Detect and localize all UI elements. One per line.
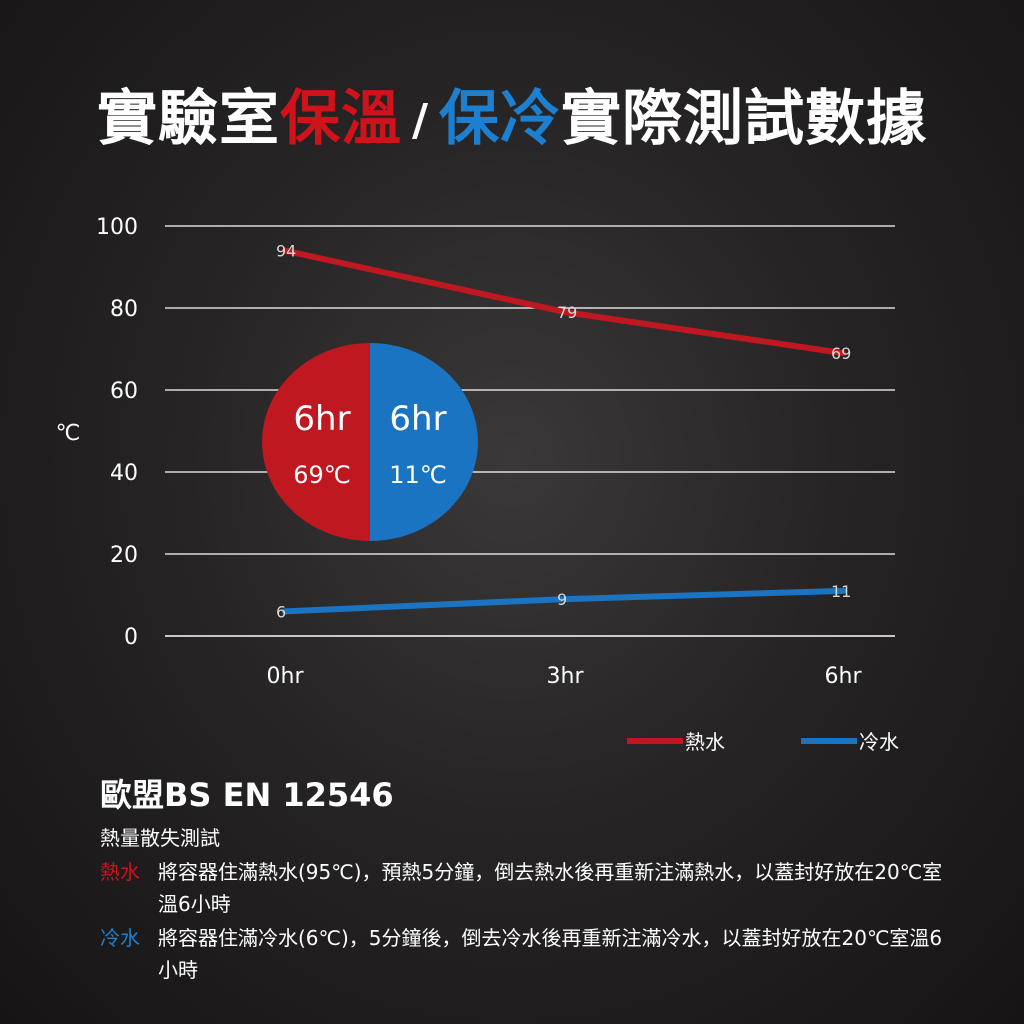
- data-label: 11: [831, 582, 851, 601]
- title-slash: /: [411, 95, 430, 146]
- badge-hot-time: 6hr: [293, 399, 350, 439]
- title-cold: 保冷: [439, 84, 562, 154]
- series-line-0: [282, 247, 846, 357]
- legend-cold: 冷水: [801, 726, 899, 755]
- x-tick-6hr: 6hr: [825, 664, 863, 689]
- legend-hot-label: 熱水: [685, 730, 725, 754]
- legend-cold-label: 冷水: [859, 730, 899, 754]
- note-hot: 熱水 將容器住滿熱水(95℃)，預熱5分鐘，倒去熱水後再重新注滿熱水，以蓋封好放…: [100, 856, 942, 920]
- x-tick-labels: 0hr 3hr 6hr: [267, 664, 863, 689]
- data-point: [282, 247, 288, 254]
- y-tick-40: 40: [110, 461, 138, 486]
- data-label: 79: [557, 303, 577, 322]
- data-point: [562, 596, 568, 603]
- note-cold-text: 將容器住滿冷水(6℃)，5分鐘後，倒去冷水後再重新注滿冷水，以蓋封好放在20℃室…: [158, 926, 943, 982]
- title-hot: 保溫: [279, 84, 402, 154]
- data-point: [840, 350, 846, 357]
- badge-hot-half: [262, 343, 370, 541]
- y-axis-label: ℃: [56, 421, 81, 446]
- y-tick-20: 20: [110, 543, 138, 568]
- page-title: 實驗室保溫 / 保冷實際測試數據: [0, 70, 1024, 157]
- y-tick-100: 100: [96, 215, 138, 240]
- y-tick-80: 80: [110, 297, 138, 322]
- data-label: 9: [557, 590, 567, 609]
- note-cold-label: 冷水: [100, 926, 140, 950]
- note-cold: 冷水 將容器住滿冷水(6℃)，5分鐘後，倒去冷水後再重新注滿冷水，以蓋封好放在2…: [100, 922, 942, 986]
- test-name: 熱量散失測試: [100, 826, 220, 850]
- data-point: [562, 309, 568, 316]
- note-hot-text: 將容器住滿熱水(95℃)，預熱5分鐘，倒去熱水後再重新注滿熱水，以蓋封好放在20…: [158, 860, 943, 916]
- data-label: 94: [276, 242, 296, 261]
- badge-cold-time: 6hr: [389, 399, 446, 439]
- x-tick-0hr: 0hr: [267, 664, 305, 689]
- temperature-badge: 6hr 69℃ 6hr 11℃: [262, 343, 478, 541]
- legend-hot-swatch: [627, 737, 683, 744]
- series-lines: [282, 247, 846, 615]
- data-label: 6: [276, 602, 286, 621]
- standard-heading: 歐盟BS EN 12546: [100, 776, 394, 814]
- data-label: 69: [831, 344, 851, 363]
- y-tick-0: 0: [124, 625, 138, 650]
- data-point: [282, 608, 288, 615]
- badge-cold-half: [370, 343, 478, 541]
- y-tick-labels: 0 20 40 60 80 100: [96, 215, 138, 650]
- note-hot-label: 熱水: [100, 860, 140, 884]
- grid-lines: [165, 225, 895, 637]
- title-part1: 實驗室: [96, 84, 280, 154]
- y-tick-60: 60: [110, 379, 138, 404]
- x-tick-3hr: 3hr: [547, 664, 585, 689]
- data-point: [840, 587, 846, 594]
- legend-hot: 熱水: [627, 726, 725, 755]
- badge-cold-temp: 11℃: [389, 461, 447, 489]
- badge-hot-temp: 69℃: [293, 461, 351, 489]
- legend-cold-swatch: [801, 737, 857, 744]
- title-part4: 實際測試數據: [561, 84, 928, 154]
